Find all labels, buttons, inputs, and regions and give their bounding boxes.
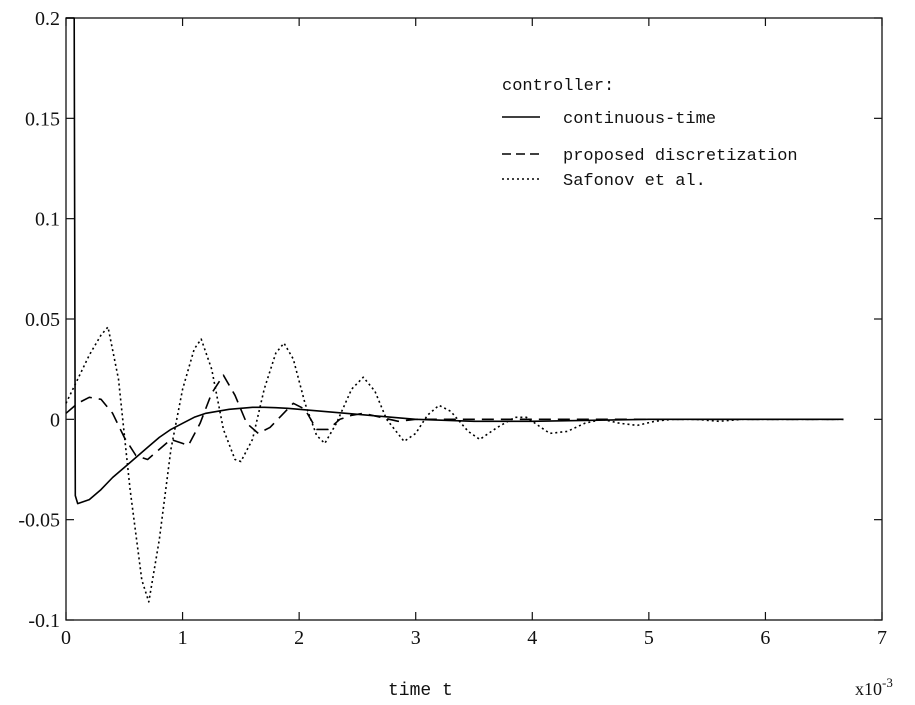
plot-frame <box>65 17 883 621</box>
series-line-proposed-discretization <box>65 374 844 461</box>
x-tick-label: 2 <box>294 627 304 649</box>
y-tick-label: -0.1 <box>28 610 60 632</box>
y-tick-label: 0.1 <box>35 209 60 231</box>
x-axis-multiplier-exponent: -3 <box>882 675 893 690</box>
series-layer <box>65 17 844 603</box>
x-axis-multiplier: x10-3 <box>855 675 893 699</box>
x-tick-label: 1 <box>178 627 188 649</box>
x-tick-label: 6 <box>760 627 770 649</box>
legend-entry-label: proposed discretization <box>563 147 798 166</box>
y-tick-label: 0.05 <box>25 309 60 331</box>
series-line-continuous-time <box>66 17 844 505</box>
y-tick-label: 0.15 <box>25 108 60 130</box>
x-tick-label: 7 <box>877 627 887 649</box>
y-axis-ticks: -0.1 -0.05 0 0.05 0.1 0.15 0.2 <box>18 8 882 632</box>
legend-entries: continuous-time proposed discretization Sa… <box>502 110 798 191</box>
legend-entry-label: Safonov et al. <box>563 172 706 191</box>
y-tick-label: 0 <box>50 409 60 431</box>
y-tick-label: 0.2 <box>35 8 60 30</box>
plot-border <box>65 17 883 621</box>
series-line-safonov-et-al <box>65 326 844 603</box>
y-tick-label: -0.05 <box>18 510 60 532</box>
x-tick-label: 5 <box>644 627 654 649</box>
x-axis-label: time t <box>388 681 453 701</box>
x-axis-ticks: 0 1 2 3 4 5 6 7 <box>61 18 887 649</box>
legend: controller: continuous-time proposed disc… <box>502 77 798 191</box>
legend-entry-label: continuous-time <box>563 110 716 129</box>
x-tick-label: 0 <box>61 627 71 649</box>
legend-title: controller: <box>502 77 614 96</box>
x-axis-multiplier-base: x10 <box>855 679 882 699</box>
x-tick-label: 4 <box>527 627 537 649</box>
x-tick-label: 3 <box>411 627 421 649</box>
